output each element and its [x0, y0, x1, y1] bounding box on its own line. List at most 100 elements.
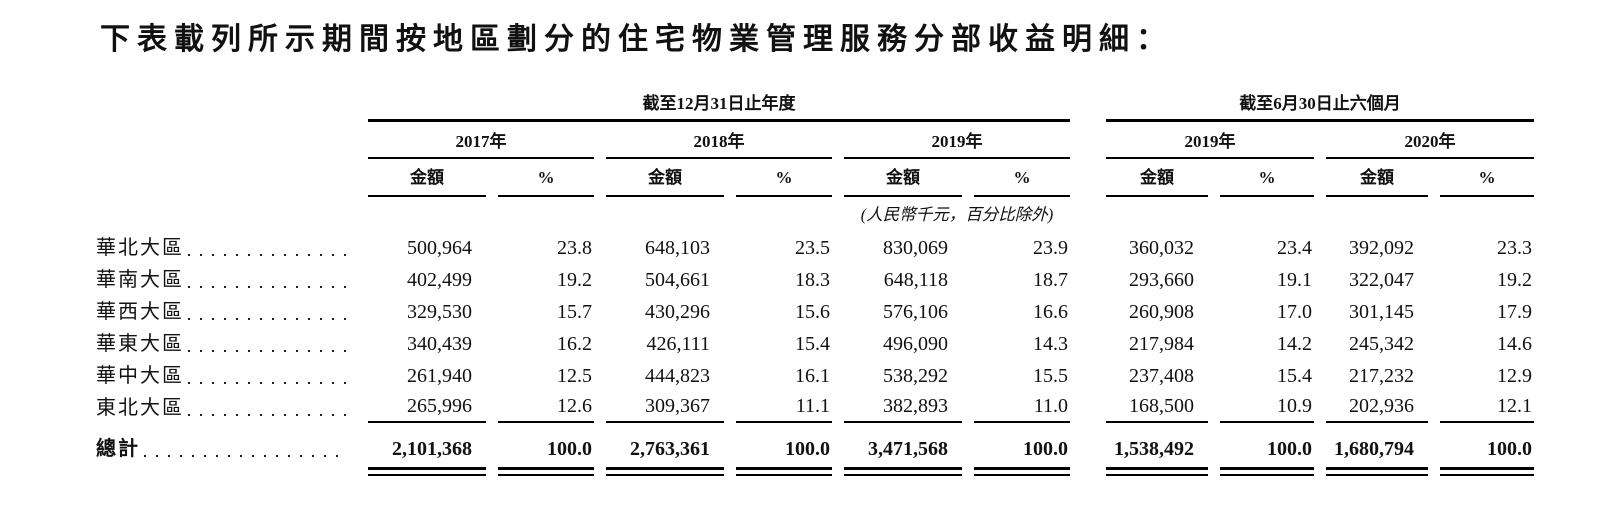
amount-cell: 392,092: [1349, 237, 1414, 259]
total-label: 總計: [96, 438, 140, 460]
dot-leader: [188, 400, 348, 420]
table-row-east-china: 華東大區 340,439 16.2 426,111 15.4 496,090 1…: [96, 327, 1534, 359]
percent-cell: 18.7: [1033, 269, 1068, 291]
dot-leader: [188, 304, 348, 324]
percent-header: %: [1220, 159, 1314, 197]
double-rule: [498, 467, 594, 479]
percent-cell: 12.9: [1497, 365, 1532, 387]
amount-cell: 322,047: [1349, 269, 1414, 291]
dot-leader: [188, 336, 348, 356]
region-label-cell: 華南大區: [96, 263, 356, 295]
table-row-south-china: 華南大區 402,499 19.2 504,661 18.3 648,118 1…: [96, 263, 1534, 295]
percent-header: %: [736, 159, 832, 197]
group-gap: [1082, 467, 1094, 479]
group-gap: [1082, 88, 1094, 122]
amount-header: 金額: [844, 159, 962, 197]
year-header-row: 2017年 2018年 2019年 2019年 2020年: [96, 122, 1534, 159]
amount-header: 金額: [368, 159, 486, 197]
amount-cell: 340,439: [407, 333, 472, 355]
table-row-central-china: 華中大區 261,940 12.5 444,823 16.1 538,292 1…: [96, 359, 1534, 391]
percent-cell: 23.5: [795, 237, 830, 259]
amount-cell: 430,296: [645, 301, 710, 323]
percent-cell: 15.4: [795, 333, 830, 355]
total-amount-cell: 2,763,361: [630, 438, 710, 460]
spacer-cell: [1082, 197, 1534, 231]
amount-cell: 830,069: [883, 237, 948, 259]
year-header-2017: 2017年: [368, 122, 594, 159]
total-percent-cell: 100.0: [785, 438, 830, 460]
percent-cell: 23.9: [1033, 237, 1068, 259]
year-header-2018: 2018年: [606, 122, 832, 159]
subheader-row: 金額 % 金額 % 金額 % 金額 % 金額 %: [96, 159, 1534, 197]
amount-cell: 426,111: [646, 333, 710, 355]
amount-cell: 576,106: [883, 301, 948, 323]
total-label-cell: 總計: [96, 423, 356, 467]
group-gap: [1082, 359, 1094, 391]
percent-cell: 16.2: [557, 333, 592, 355]
amount-cell: 538,292: [883, 365, 948, 387]
percent-cell: 23.3: [1497, 237, 1532, 259]
group-gap: [1082, 122, 1094, 159]
amount-cell: 301,145: [1349, 301, 1414, 323]
group-header-row: 截至12月31日止年度 截至6月30日止六個月: [96, 88, 1534, 122]
table-row-west-china: 華西大區 329,530 15.7 430,296 15.6 576,106 1…: [96, 295, 1534, 327]
amount-cell: 309,367: [606, 391, 724, 423]
table-row-north-china: 華北大區 500,964 23.8 648,103 23.5 830,069 2…: [96, 231, 1534, 263]
total-percent-cell: 100.0: [1023, 438, 1068, 460]
total-amount-cell: 2,101,368: [392, 438, 472, 460]
group-gap: [1082, 423, 1094, 467]
double-rule: [844, 467, 962, 479]
amount-cell: 360,032: [1129, 237, 1194, 259]
amount-header: 金額: [1106, 159, 1208, 197]
region-label: 東北大區: [96, 397, 184, 419]
percent-cell: 14.3: [1033, 333, 1068, 355]
double-rule: [368, 467, 486, 479]
double-rule: [1326, 467, 1428, 479]
region-label: 華南大區: [96, 269, 184, 291]
amount-cell: 217,232: [1349, 365, 1414, 387]
total-amount-cell: 1,680,794: [1334, 438, 1414, 460]
double-rule: [606, 467, 724, 479]
dot-leader: [144, 441, 348, 461]
total-percent-cell: 100.0: [1267, 438, 1312, 460]
group-gap: [1082, 231, 1094, 263]
group-gap: [1082, 391, 1094, 423]
region-label-cell: 華北大區: [96, 231, 356, 263]
percent-cell: 11.1: [736, 391, 832, 423]
percent-header: %: [498, 159, 594, 197]
dot-leader: [188, 368, 348, 388]
amount-cell: 293,660: [1129, 269, 1194, 291]
amount-cell: 648,103: [645, 237, 710, 259]
percent-cell: 19.2: [1497, 269, 1532, 291]
region-label: 華中大區: [96, 365, 184, 387]
year-header-2019: 2019年: [844, 122, 1070, 159]
percent-cell: 15.6: [795, 301, 830, 323]
percent-cell: 19.1: [1277, 269, 1312, 291]
spacer-cell: [96, 88, 356, 122]
amount-cell: 261,940: [407, 365, 472, 387]
amount-cell: 648,118: [883, 269, 948, 291]
page-title: 下表載列所示期間按地區劃分的住宅物業管理服務分部收益明細：: [100, 23, 1173, 56]
total-percent-cell: 100.0: [1487, 438, 1532, 460]
amount-header: 金額: [606, 159, 724, 197]
spacer-cell: [96, 467, 356, 479]
percent-cell: 15.5: [1033, 365, 1068, 387]
amount-cell: 237,408: [1129, 365, 1194, 387]
revenue-by-region-table: 截至12月31日止年度 截至6月30日止六個月 2017年 2018年 2019…: [84, 88, 1546, 479]
group-header-interim: 截至6月30日止六個月: [1106, 88, 1534, 122]
percent-cell: 10.9: [1220, 391, 1314, 423]
region-label: 華北大區: [96, 237, 184, 259]
dot-leader: [188, 240, 348, 260]
percent-cell: 12.5: [557, 365, 592, 387]
percent-cell: 14.6: [1497, 333, 1532, 355]
group-header-annual: 截至12月31日止年度: [368, 88, 1070, 122]
percent-cell: 15.7: [557, 301, 592, 323]
unit-note-row: (人民幣千元，百分比除外): [96, 197, 1534, 231]
percent-header: %: [974, 159, 1070, 197]
table-row-total: 總計 2,101,368 100.0 2,763,361 100.0 3,471…: [96, 423, 1534, 467]
double-rule: [974, 467, 1070, 479]
amount-cell: 265,996: [368, 391, 486, 423]
amount-cell: 329,530: [407, 301, 472, 323]
double-rule-row: [96, 467, 1534, 479]
percent-cell: 11.0: [974, 391, 1070, 423]
